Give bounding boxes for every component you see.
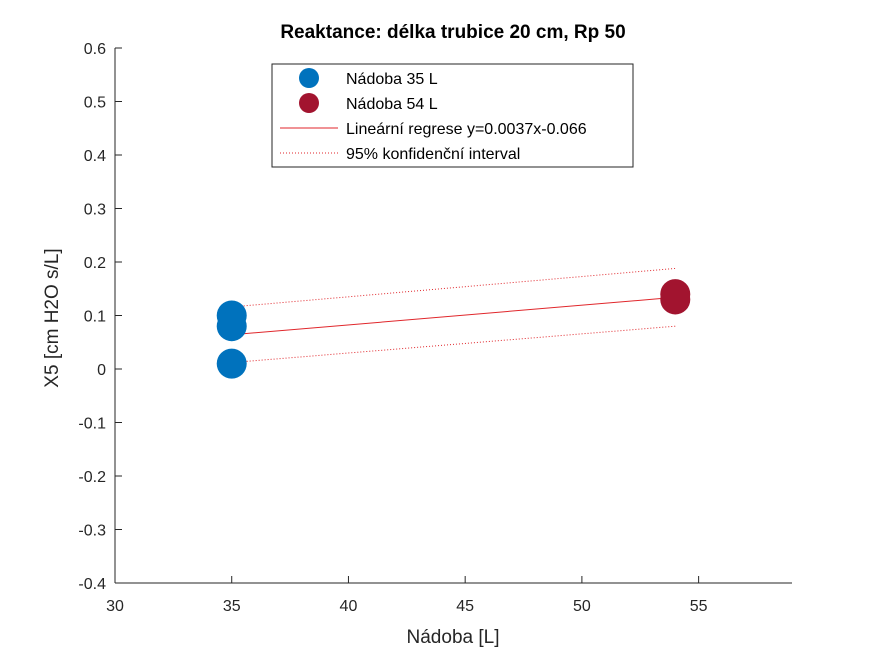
confidence-upper-line [231,267,676,308]
x-tick-label: 35 [223,598,241,615]
y-tick-label: -0.3 [78,523,106,540]
legend-marker [299,68,319,88]
y-tick-label: 0 [97,362,106,379]
x-tick-label: 40 [340,598,358,615]
legend-label: Nádoba 35 L [346,71,438,88]
x-tick-label: 30 [106,598,124,615]
legend-label: 95% konfidenční interval [346,146,520,163]
y-tick-label: 0.4 [84,148,106,165]
x-tick-label: 50 [573,598,591,615]
x-tick-label: 55 [690,598,708,615]
legend-label: Lineární regrese y=0.0037x-0.066 [346,121,587,138]
data-point-series-2 [660,284,691,315]
y-tick-label: 0.5 [84,95,106,112]
legend: Nádoba 35 L Nádoba 54 L Lineární regrese y… [271,63,634,168]
y-tick-label: 0.3 [84,202,106,219]
confidence-lower-line [231,325,676,364]
x-axis-label: Nádoba [L] [407,627,500,648]
regression-line [231,296,676,336]
y-tick-label: 0.1 [84,309,106,326]
x-tick-label: 45 [456,598,474,615]
legend-label: Nádoba 54 L [346,96,438,113]
data-point-series-1 [216,348,247,379]
legend-marker [299,93,319,113]
y-tick-label: 0.2 [84,255,106,272]
y-axis-label: X5 [cm H2O s/L] [42,248,63,387]
y-tick-label: -0.1 [78,416,106,433]
legend-box [271,63,634,168]
chart-title: Reaktance: délka trubice 20 cm, Rp 50 [280,22,625,43]
plot-area: 30 35 40 45 50 55 -0.4 -0.3 -0.2 -0.1 0 0.1 0.2 0.3 0.… [78,41,792,615]
y-tick-label: -0.2 [78,469,106,486]
data-point-series-1 [216,311,247,342]
y-tick-label: 0.6 [84,41,106,58]
y-tick-label: -0.4 [78,576,106,593]
